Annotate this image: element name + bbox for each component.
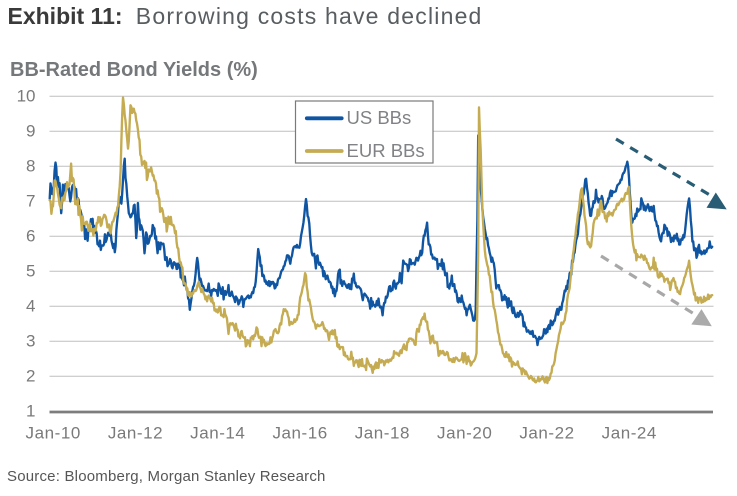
svg-text:4: 4 bbox=[26, 297, 35, 316]
svg-text:Jan-12: Jan-12 bbox=[108, 424, 163, 443]
svg-text:Jan-18: Jan-18 bbox=[355, 424, 410, 443]
svg-text:8: 8 bbox=[26, 157, 35, 176]
svg-text:US BBs: US BBs bbox=[347, 107, 412, 128]
svg-text:Exhibit 11:: Exhibit 11: bbox=[8, 3, 123, 29]
svg-text:7: 7 bbox=[26, 192, 35, 211]
svg-text:9: 9 bbox=[26, 122, 35, 141]
svg-text:10: 10 bbox=[17, 87, 36, 106]
svg-text:2: 2 bbox=[26, 367, 35, 386]
svg-text:BB-Rated Bond Yields (%): BB-Rated Bond Yields (%) bbox=[10, 59, 258, 81]
svg-text:Jan-14: Jan-14 bbox=[190, 424, 245, 443]
svg-text:3: 3 bbox=[26, 332, 35, 351]
svg-text:Jan-24: Jan-24 bbox=[602, 424, 657, 443]
svg-text:Jan-10: Jan-10 bbox=[26, 424, 81, 443]
svg-text:EUR BBs: EUR BBs bbox=[347, 140, 425, 161]
svg-text:Source: Bloomberg, Morgan Stan: Source: Bloomberg, Morgan Stanley Resear… bbox=[7, 468, 326, 485]
svg-text:6: 6 bbox=[26, 227, 35, 246]
svg-text:Jan-22: Jan-22 bbox=[519, 424, 574, 443]
svg-text:Jan-20: Jan-20 bbox=[437, 424, 492, 443]
svg-text:1: 1 bbox=[26, 402, 35, 421]
svg-text:5: 5 bbox=[26, 262, 35, 281]
svg-text:Jan-16: Jan-16 bbox=[272, 424, 327, 443]
svg-text:Borrowing costs have declined: Borrowing costs have declined bbox=[136, 3, 483, 29]
